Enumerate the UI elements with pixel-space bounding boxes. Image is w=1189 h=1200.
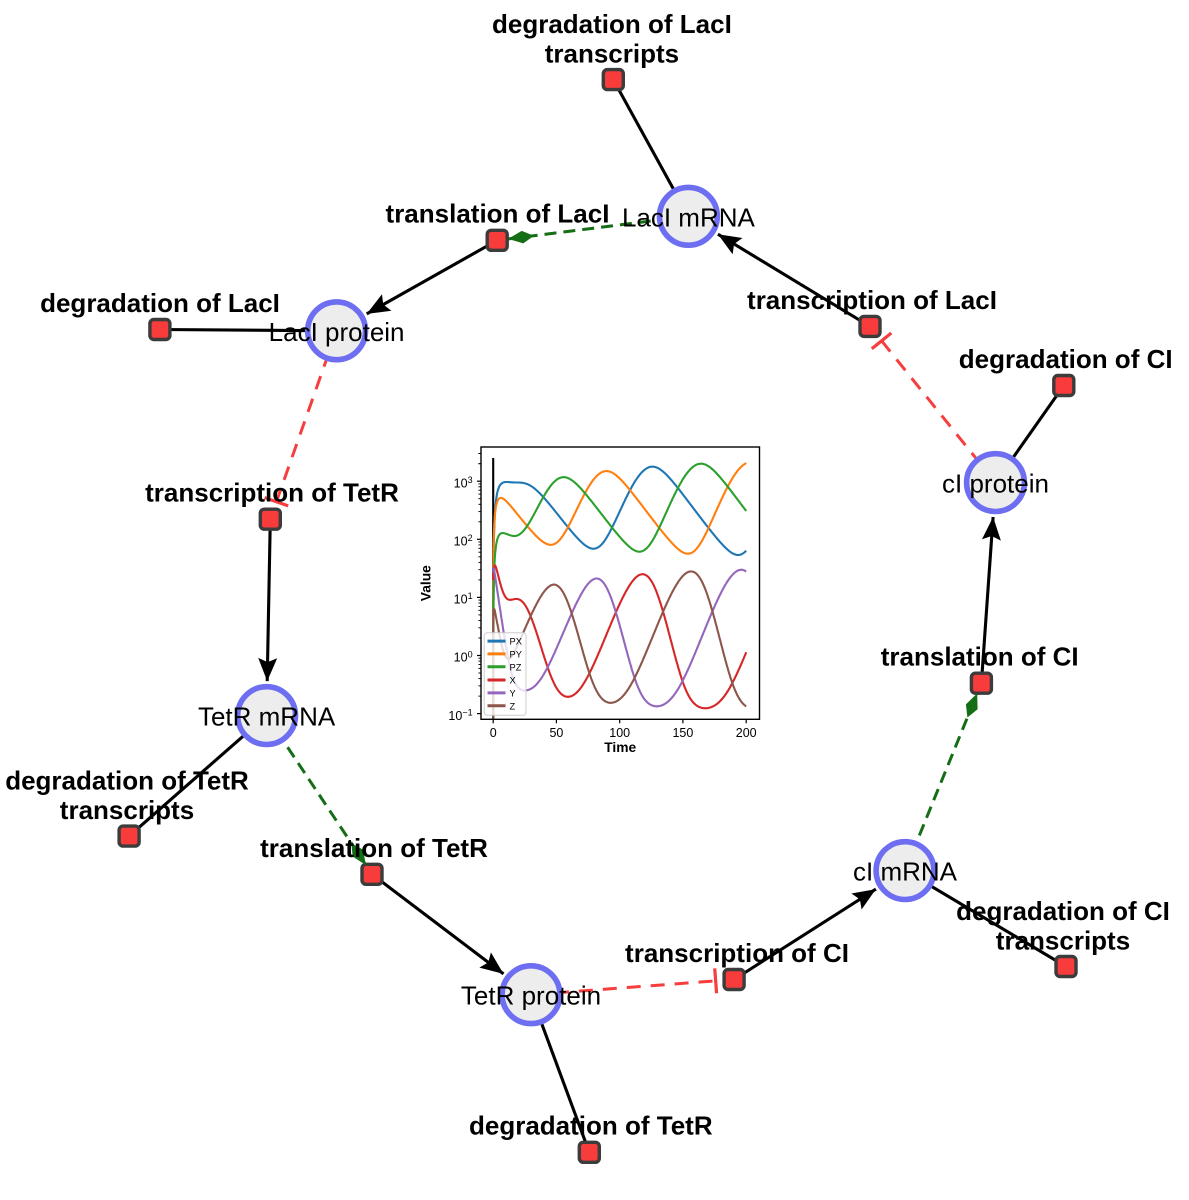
svg-text:LacI protein: LacI protein xyxy=(269,317,405,347)
svg-text:200: 200 xyxy=(736,726,757,740)
svg-text:degradation of TetR: degradation of TetR xyxy=(469,1111,713,1141)
svg-text:transcripts: transcripts xyxy=(996,925,1130,955)
svg-text:cI mRNA: cI mRNA xyxy=(853,857,958,887)
svg-text:degradation of LacI: degradation of LacI xyxy=(492,9,732,39)
svg-text:translation of TetR: translation of TetR xyxy=(260,833,488,863)
svg-text:Value: Value xyxy=(419,565,434,601)
svg-text:0: 0 xyxy=(490,726,497,740)
svg-text:TetR protein: TetR protein xyxy=(461,981,601,1011)
svg-text:transcripts: transcripts xyxy=(60,795,194,825)
svg-text:100: 100 xyxy=(609,726,630,740)
svg-text:translation of LacI: translation of LacI xyxy=(386,198,610,228)
svg-text:TetR mRNA: TetR mRNA xyxy=(198,702,336,732)
svg-text:degradation of CI: degradation of CI xyxy=(959,344,1173,374)
svg-text:transcripts: transcripts xyxy=(545,38,679,68)
svg-text:Time: Time xyxy=(604,740,636,755)
svg-text:PX: PX xyxy=(510,637,522,647)
svg-text:degradation of TetR: degradation of TetR xyxy=(5,766,249,796)
svg-text:degradation of CI: degradation of CI xyxy=(956,896,1170,926)
svg-text:transcription of LacI: transcription of LacI xyxy=(747,285,997,315)
svg-text:Y: Y xyxy=(510,689,516,699)
svg-text:150: 150 xyxy=(672,726,693,740)
svg-text:LacI mRNA: LacI mRNA xyxy=(622,202,756,232)
svg-text:50: 50 xyxy=(549,726,563,740)
svg-text:Z: Z xyxy=(510,701,516,711)
svg-text:PY: PY xyxy=(510,650,522,660)
svg-text:transcription of CI: transcription of CI xyxy=(625,938,849,968)
svg-text:X: X xyxy=(510,676,516,686)
svg-text:cI protein: cI protein xyxy=(942,469,1049,499)
svg-text:translation of CI: translation of CI xyxy=(881,642,1079,672)
svg-text:PZ: PZ xyxy=(510,662,522,672)
svg-text:degradation of LacI: degradation of LacI xyxy=(40,288,280,318)
svg-text:transcription of TetR: transcription of TetR xyxy=(145,478,399,508)
